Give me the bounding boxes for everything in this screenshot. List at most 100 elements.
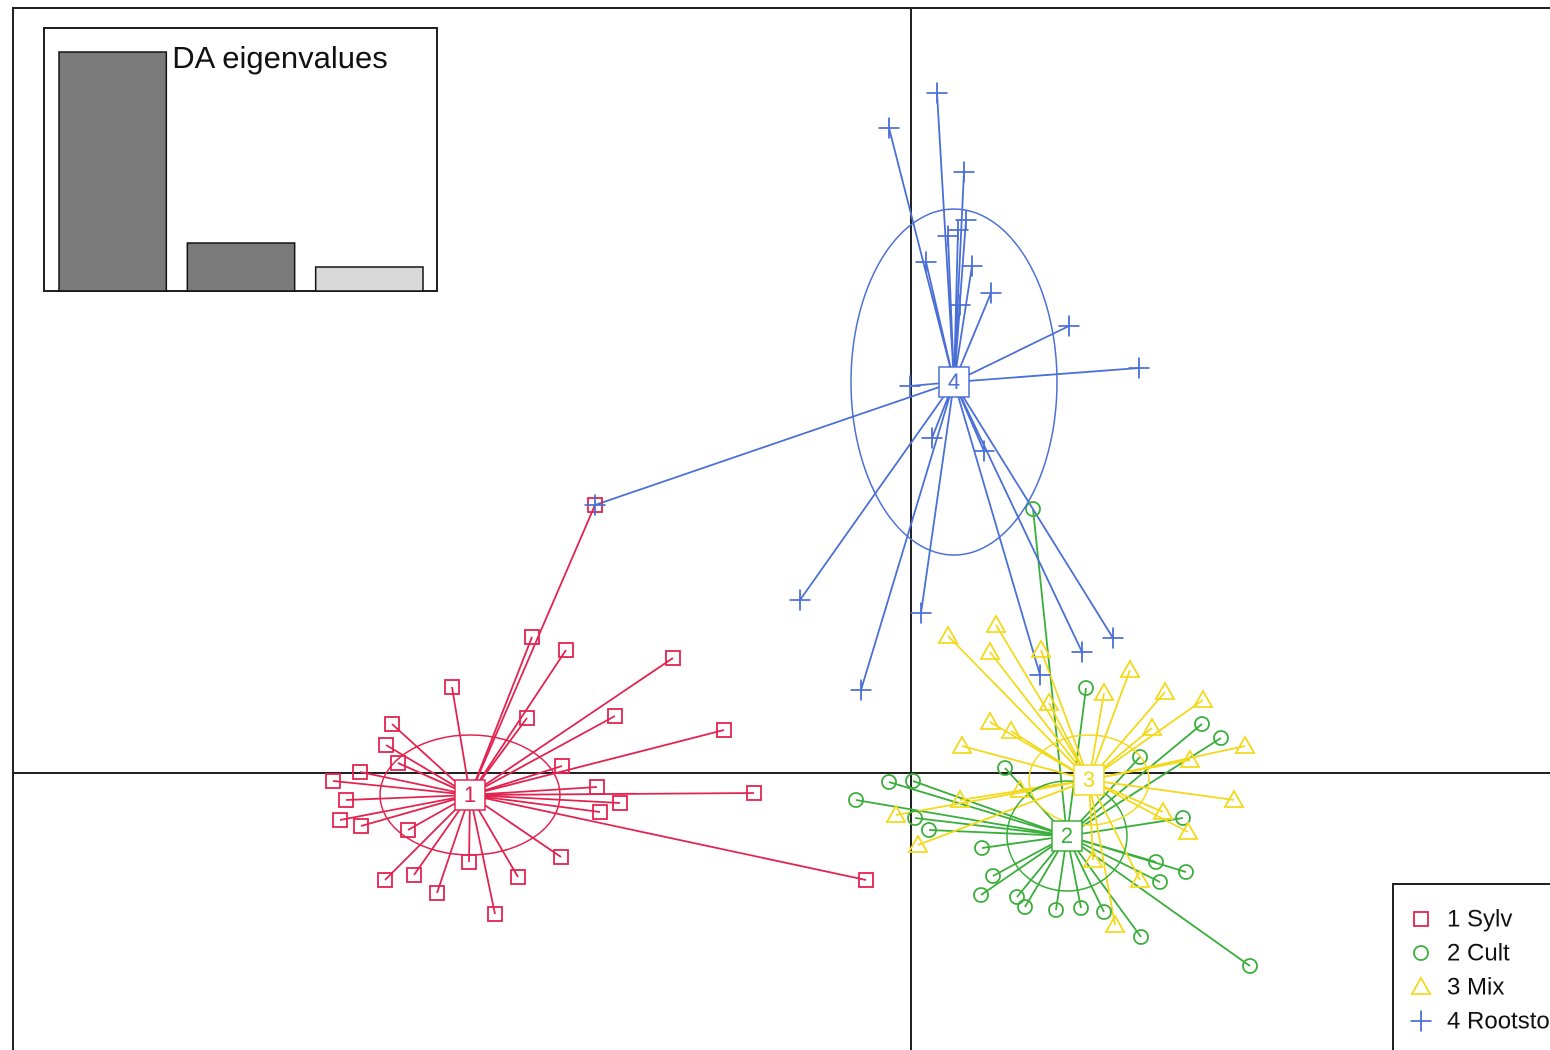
link xyxy=(1088,699,1204,781)
point xyxy=(519,710,535,726)
legend-marker xyxy=(1410,976,1432,995)
centroid xyxy=(1051,820,1083,852)
legend-label: 2 Cult xyxy=(1447,939,1510,966)
link xyxy=(1066,687,1087,837)
point xyxy=(1242,958,1258,974)
point xyxy=(1152,801,1174,820)
link xyxy=(1066,723,1203,837)
point xyxy=(353,818,369,834)
point xyxy=(926,82,948,104)
point xyxy=(915,251,937,273)
point xyxy=(1177,821,1199,840)
point xyxy=(592,804,608,820)
point xyxy=(716,722,732,738)
point xyxy=(1071,641,1093,663)
link xyxy=(855,799,1068,837)
point xyxy=(1175,810,1191,826)
point xyxy=(937,625,959,644)
point xyxy=(1152,874,1168,890)
point xyxy=(1025,501,1041,517)
point xyxy=(878,117,900,139)
point xyxy=(377,872,393,888)
link xyxy=(953,381,1041,676)
point xyxy=(961,255,983,277)
link xyxy=(436,794,471,894)
plot-frame xyxy=(12,7,1550,1050)
point xyxy=(1058,315,1080,337)
point xyxy=(1096,904,1112,920)
link xyxy=(360,794,471,827)
point xyxy=(487,906,503,922)
point xyxy=(885,804,907,823)
link xyxy=(451,686,471,796)
point xyxy=(553,849,569,865)
point xyxy=(1179,749,1201,768)
link xyxy=(953,381,1114,639)
point xyxy=(554,758,570,774)
point xyxy=(858,872,874,888)
point xyxy=(612,795,628,811)
point xyxy=(1133,929,1149,945)
link xyxy=(953,325,1070,383)
point xyxy=(1178,864,1194,880)
link xyxy=(961,745,1090,781)
point xyxy=(746,785,762,801)
point xyxy=(665,650,681,666)
centroid xyxy=(938,366,970,398)
link xyxy=(925,261,955,383)
point xyxy=(1030,639,1052,658)
link xyxy=(995,624,1090,781)
point xyxy=(325,773,341,789)
legend-label: 1 Sylv xyxy=(1447,905,1512,932)
link xyxy=(953,367,1140,383)
link xyxy=(469,504,596,796)
link xyxy=(947,635,1090,781)
link xyxy=(469,792,755,796)
point xyxy=(1154,681,1176,700)
point xyxy=(384,716,400,732)
link xyxy=(1088,779,1116,926)
point xyxy=(558,642,574,658)
point xyxy=(1009,779,1031,798)
point xyxy=(1119,659,1141,678)
point xyxy=(1102,627,1124,649)
legend-marker xyxy=(1413,945,1429,961)
point xyxy=(1234,735,1256,754)
link xyxy=(332,780,471,796)
link xyxy=(469,794,867,881)
bar xyxy=(58,51,168,292)
point xyxy=(1078,680,1094,696)
legend-label: 3 Mix xyxy=(1447,973,1504,1000)
point xyxy=(1128,357,1150,379)
link xyxy=(1088,779,1235,801)
link xyxy=(989,651,1090,781)
point xyxy=(1029,664,1051,686)
point xyxy=(444,679,460,695)
point xyxy=(789,589,811,611)
point xyxy=(1104,914,1126,933)
point xyxy=(1194,716,1210,732)
point xyxy=(1192,689,1214,708)
link xyxy=(339,794,471,821)
link xyxy=(469,729,725,796)
centroid-label: 1 xyxy=(464,782,476,807)
ellipse xyxy=(1028,734,1150,826)
point xyxy=(951,735,973,754)
centroid xyxy=(454,779,486,811)
point xyxy=(947,219,969,241)
point xyxy=(985,614,1007,633)
point xyxy=(1009,889,1025,905)
link xyxy=(928,829,1068,837)
link xyxy=(914,817,1068,837)
link xyxy=(469,794,621,804)
point xyxy=(1141,717,1163,736)
point xyxy=(584,494,606,516)
link xyxy=(469,715,616,796)
point xyxy=(1213,730,1229,746)
point xyxy=(907,834,929,853)
link xyxy=(1088,779,1141,881)
point xyxy=(921,427,943,449)
point xyxy=(429,885,445,901)
link xyxy=(345,794,471,801)
